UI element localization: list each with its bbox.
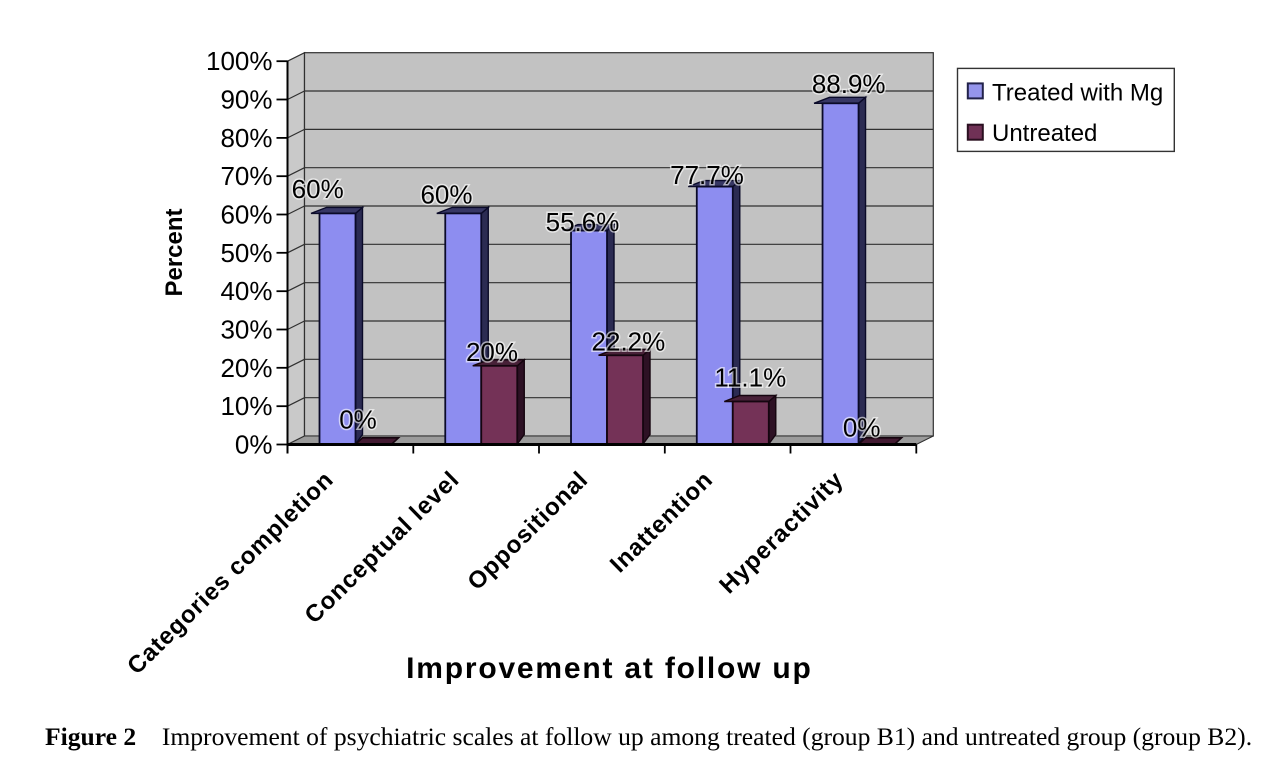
- svg-text:40%: 40%: [220, 276, 272, 306]
- svg-text:0%: 0%: [339, 405, 377, 435]
- svg-text:90%: 90%: [220, 85, 272, 115]
- svg-text:Oppositional: Oppositional: [462, 466, 593, 596]
- svg-text:Categories completion: Categories completion: [122, 466, 339, 680]
- svg-text:Untreated: Untreated: [992, 120, 1097, 147]
- svg-text:88.9%: 88.9%: [812, 69, 886, 99]
- svg-text:60%: 60%: [292, 174, 344, 204]
- svg-text:60%: 60%: [420, 179, 472, 209]
- svg-text:Hyperactivity: Hyperactivity: [714, 466, 849, 599]
- svg-text:11.1%: 11.1%: [714, 362, 786, 392]
- svg-text:80%: 80%: [220, 123, 272, 153]
- svg-text:22.2%: 22.2%: [592, 327, 666, 357]
- svg-text:0%: 0%: [843, 412, 881, 442]
- svg-text:Treated with Mg: Treated with Mg: [992, 79, 1163, 106]
- svg-text:20%: 20%: [220, 353, 272, 383]
- svg-text:60%: 60%: [220, 200, 272, 230]
- svg-text:20%: 20%: [466, 337, 518, 367]
- svg-text:0%: 0%: [235, 430, 273, 460]
- svg-text:10%: 10%: [220, 391, 272, 421]
- svg-text:Percent: Percent: [161, 208, 188, 296]
- svg-text:Inattention: Inattention: [605, 466, 718, 578]
- svg-text:70%: 70%: [220, 161, 272, 191]
- svg-text:Improvement at follow up: Improvement at follow up: [406, 652, 813, 685]
- svg-text:100%: 100%: [206, 46, 273, 76]
- svg-text:77.7%: 77.7%: [670, 160, 744, 190]
- svg-text:55.6%: 55.6%: [546, 207, 620, 237]
- svg-text:30%: 30%: [220, 315, 272, 345]
- svg-text:50%: 50%: [220, 238, 272, 268]
